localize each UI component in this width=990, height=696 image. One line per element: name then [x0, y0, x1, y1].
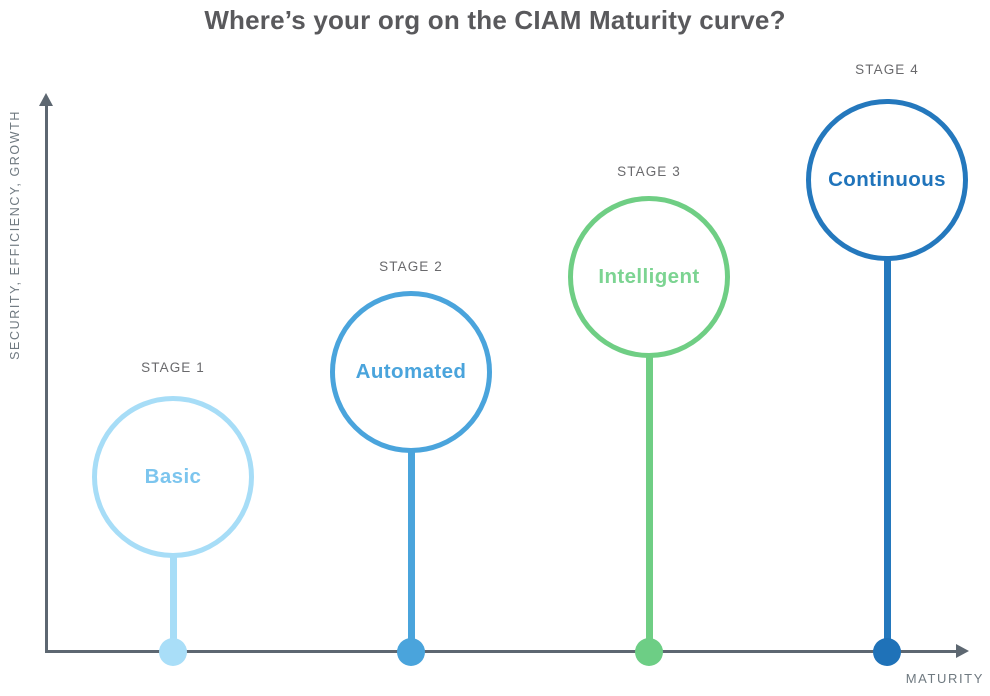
stage-circle: Continuous	[806, 99, 968, 261]
y-axis-label: SECURITY, EFFICIENCY, GROWTH	[8, 110, 22, 360]
x-axis-arrowhead-icon	[956, 644, 969, 658]
y-axis-line	[45, 103, 48, 652]
chart-title: Where’s your org on the CIAM Maturity cu…	[204, 5, 786, 35]
x-axis-line	[45, 650, 956, 653]
stage-name: Basic	[144, 465, 202, 488]
stage-label: STAGE 1	[141, 360, 205, 375]
x-axis-label: MATURITY	[905, 671, 984, 686]
stage-circle: Intelligent	[568, 196, 730, 358]
stage-stem	[408, 450, 415, 652]
stage-name: Automated	[355, 360, 467, 383]
y-axis-arrowhead-icon	[39, 93, 53, 106]
stage-dot	[873, 638, 901, 666]
stage-dot	[635, 638, 663, 666]
stage-name: Continuous	[828, 168, 946, 191]
stage-stem	[170, 555, 177, 652]
stage-label: STAGE 3	[617, 164, 681, 179]
stage-label: STAGE 2	[379, 259, 443, 274]
stage-label: STAGE 4	[855, 62, 919, 77]
stage-stem	[646, 355, 653, 652]
stage-dot	[397, 638, 425, 666]
stage-circle: Basic	[92, 396, 254, 558]
stage-name: Intelligent	[598, 265, 700, 288]
stage-circle: Automated	[330, 291, 492, 453]
stage-stem	[884, 258, 891, 652]
stage-dot	[159, 638, 187, 666]
